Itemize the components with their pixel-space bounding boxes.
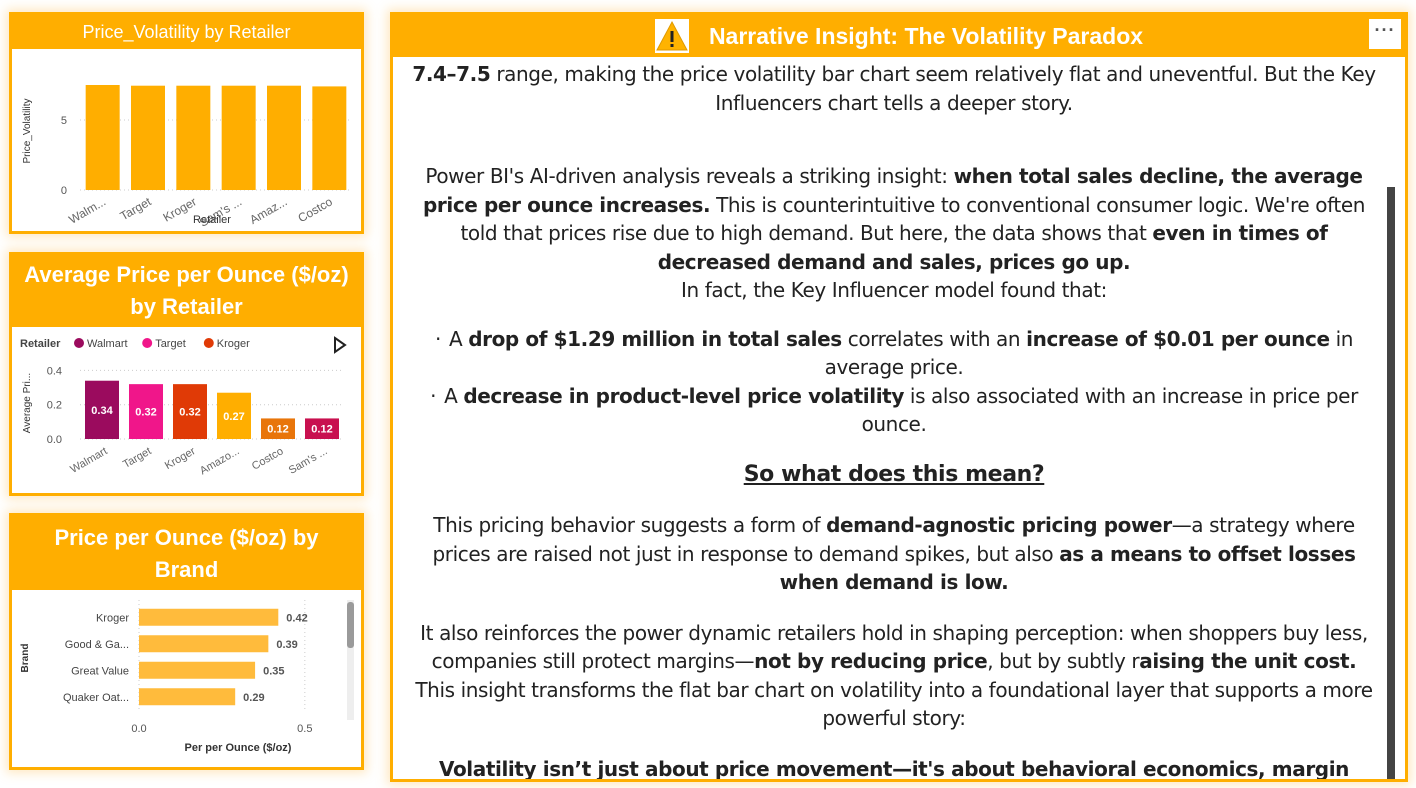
bar-amaz [267, 85, 301, 190]
bar-costco [312, 86, 347, 190]
volatility-card[interactable]: Price_Volatility by Retailer 0 5 Price_Vol… [9, 12, 364, 234]
brand-price-card[interactable]: Price per Ounce ($/oz) by Brand 0.0 0.5 Br… [9, 513, 364, 770]
bar-costco [261, 418, 295, 439]
bar-target [129, 384, 163, 439]
x-tick-label: Kroger [163, 445, 198, 472]
x-tick-label: Target [118, 194, 154, 223]
x-tick-label: Walm... [66, 194, 108, 226]
narrative-paragraph-intro: 7.4–7.5 range, making the price volatili… [412, 62, 1376, 115]
more-options-button[interactable]: ··· [1369, 19, 1401, 49]
y-tick-label: 5 [61, 115, 67, 127]
bar-goodga [139, 635, 269, 653]
y-axis-label: Brand [20, 644, 31, 673]
y-tick-label: Kroger [96, 612, 129, 624]
legend-label-walmart: Walmart [87, 338, 128, 350]
x-tick-label: 0.0 [131, 723, 146, 735]
play-icon [334, 336, 347, 354]
x-tick-label: Sam's ... [287, 445, 330, 477]
y-tick-label: Great Value [71, 665, 129, 677]
legend-swatch [142, 338, 153, 348]
narrative-paragraph-insight: Power BI's AI-driven analysis reveals a … [422, 164, 1365, 274]
brand-price-card-title: Price per Ounce ($/oz) by Brand [12, 516, 361, 590]
x-tick-label: Amazo... [198, 445, 242, 477]
narrative-panel[interactable]: Narrative Insight: The Volatility Parado… [390, 12, 1408, 782]
bar-sams [221, 85, 256, 190]
narrative-bullet-2: · A decrease in product-level price volat… [430, 383, 1358, 437]
warning-icon [654, 19, 689, 53]
data-label: 0.42 [286, 612, 307, 624]
narrative-paragraph-conclusion: Volatility isn’t just about price moveme… [438, 756, 1350, 780]
legend-swatch [74, 338, 84, 348]
narrative-paragraph-key-influencer: In fact, the Key Influencer model found … [681, 278, 1107, 302]
data-label: 0.32 [179, 407, 200, 419]
narrative-paragraph-perception: It also reinforces the power dynamic ret… [420, 620, 1368, 674]
data-label: 0.27 [223, 411, 244, 423]
avg-price-card-title: Average Price per Ounce ($/oz) by Retail… [12, 255, 361, 327]
bar-walm [85, 85, 120, 190]
brand-title-line2: Brand [154, 557, 219, 582]
data-label: 0.29 [243, 692, 264, 704]
legend-title: Retailer [20, 338, 61, 350]
bar-walmart [85, 380, 119, 439]
bar-target [131, 85, 165, 190]
y-tick-label: 0 [61, 185, 67, 197]
legend-label-kroger: Kroger [217, 338, 250, 350]
bar-quakeroat [139, 688, 236, 706]
x-tick-label: Costco [295, 194, 335, 225]
bar-kroger [173, 384, 207, 439]
x-axis-label: Per per Ounce ($/oz) [185, 742, 292, 754]
y-tick-label: 0.0 [47, 434, 62, 446]
avg-price-title-line2: by Retailer [130, 294, 243, 319]
bar-sams [305, 418, 339, 439]
data-label: 0.34 [91, 405, 113, 417]
bar-greatvalue [139, 661, 256, 679]
avg-price-title-line1: Average Price per Ounce ($/oz) [24, 262, 349, 287]
data-label: 0.12 [267, 424, 288, 436]
narrative-body[interactable]: 7.4–7.5 range, making the price volatili… [393, 57, 1405, 779]
avg-price-bar-chart[interactable]: Retailer Walmart Target Kroger 0.0 0.2 0.4 Aver… [12, 327, 361, 493]
x-tick-label: Target [121, 445, 153, 471]
legend-label-target: Target [155, 338, 186, 350]
narrative-bullet-1: · A drop of $1.29 million in total sales … [434, 326, 1354, 380]
y-tick-label: Good & Ga... [65, 639, 129, 651]
x-tick-label: Amaz... [247, 194, 289, 226]
brand-title-line1: Price per Ounce ($/oz) by [54, 525, 319, 550]
x-tick-label: Walmart [68, 445, 109, 476]
narrative-title: Narrative Insight: The Volatility Parado… [708, 22, 1144, 49]
narrative-header: Narrative Insight: The Volatility Parado… [393, 15, 1405, 57]
y-tick-label: 0.2 [47, 400, 62, 412]
x-axis-label: Retailer [193, 214, 231, 226]
y-axis-label: Average Pri... [22, 373, 33, 433]
data-label: 0.32 [135, 407, 156, 419]
avg-price-card[interactable]: Average Price per Ounce ($/oz) by Retail… [9, 252, 364, 496]
data-label: 0.35 [263, 665, 284, 677]
narrative-paragraph-transform: This insight transforms the flat bar cha… [415, 677, 1373, 731]
brand-scrollbar-thumb[interactable] [347, 602, 354, 648]
x-tick-label: Costco [250, 445, 286, 473]
bar-amazo [217, 392, 251, 439]
bar-kroger [176, 85, 211, 190]
narrative-scrollbar[interactable] [1387, 187, 1395, 779]
data-label: 0.12 [311, 424, 332, 436]
y-tick-label: 0.4 [47, 365, 62, 377]
x-tick-label: 0.5 [297, 723, 312, 735]
data-label: 0.39 [276, 639, 297, 651]
brand-scrollbar-track[interactable] [347, 600, 354, 720]
y-tick-label: Quaker Oat... [63, 692, 129, 704]
y-axis-label: Price_Volatility [22, 98, 33, 163]
narrative-paragraph-pricing: This pricing behavior suggests a form of… [432, 513, 1356, 594]
volatility-card-title: Price_Volatility by Retailer [12, 15, 361, 49]
bar-kroger [139, 608, 279, 626]
legend-swatch [203, 338, 214, 348]
narrative-heading: So what does this mean? [743, 461, 1045, 487]
brand-bar-chart[interactable]: 0.0 0.5 Brand Per per Ounce ($/oz) Kroger 0.4… [12, 590, 361, 767]
